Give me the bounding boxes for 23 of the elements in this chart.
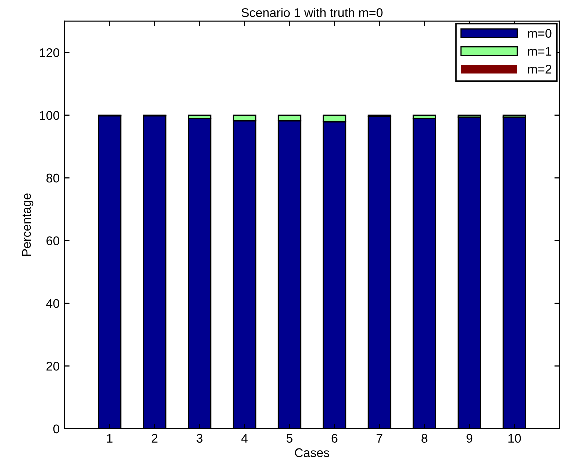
x-tick-label: 4 (242, 434, 248, 443)
legend-label: m=1 (528, 47, 552, 56)
y-tick-label: 40 (46, 299, 60, 308)
x-tick-label: 5 (286, 434, 293, 443)
x-tick-label: 1 (107, 434, 113, 443)
chart-title: Scenario 1 with truth m=0 (242, 8, 383, 18)
y-tick-label: 20 (46, 362, 60, 371)
y-tick-label: 60 (46, 236, 60, 246)
x-tick-label: 6 (332, 434, 338, 443)
x-tick-label: 2 (152, 434, 158, 443)
y-tick-label: 100 (40, 111, 60, 120)
y-tick-label: 0 (54, 424, 60, 434)
x-axis-title: Cases (295, 448, 330, 458)
x-tick-label: 10 (508, 434, 522, 443)
x-tick-label: 7 (376, 434, 383, 443)
y-tick-label: 120 (40, 48, 60, 58)
x-tick-label: 9 (466, 434, 473, 443)
y-axis-title: Percentage (22, 194, 34, 256)
legend-label: m=0 (528, 29, 552, 38)
x-tick-label: 8 (422, 434, 428, 443)
legend-label: m=2 (528, 65, 552, 74)
x-tick-label: 3 (196, 434, 203, 443)
y-tick-label: 80 (46, 174, 60, 183)
